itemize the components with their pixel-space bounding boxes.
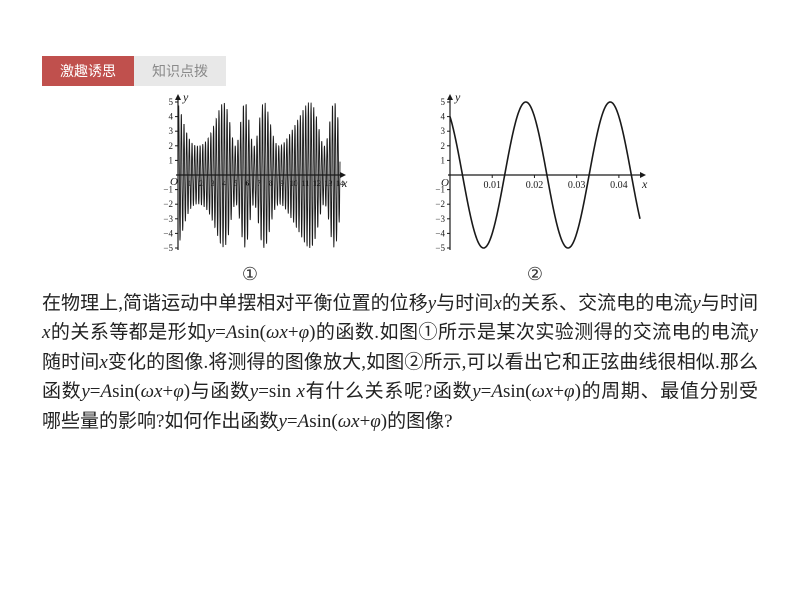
page-root: 激趣诱思 知识点拨 54321−1−2−3−4−5123456789101112…: [0, 0, 800, 466]
svg-text:−4: −4: [163, 228, 173, 238]
svg-text:2: 2: [169, 141, 174, 151]
svg-text:x: x: [341, 176, 348, 190]
svg-text:x: x: [641, 177, 648, 191]
svg-text:0.01: 0.01: [483, 180, 501, 191]
svg-text:−3: −3: [163, 214, 173, 224]
svg-text:y: y: [182, 92, 189, 104]
svg-text:−2: −2: [435, 199, 445, 209]
svg-text:1: 1: [441, 155, 446, 165]
svg-text:0.03: 0.03: [568, 180, 586, 191]
svg-text:3: 3: [169, 126, 174, 136]
svg-text:4: 4: [169, 112, 174, 122]
svg-text:−2: −2: [163, 199, 173, 209]
svg-text:−3: −3: [435, 214, 445, 224]
chart1-wrap: 54321−1−2−3−4−51234567891011121314Oyx ①: [150, 92, 350, 285]
svg-text:−5: −5: [435, 243, 445, 253]
svg-text:0.04: 0.04: [610, 180, 628, 191]
svg-text:3: 3: [441, 126, 446, 136]
svg-text:5: 5: [169, 97, 174, 107]
svg-text:y: y: [454, 92, 461, 104]
svg-text:6: 6: [245, 179, 249, 188]
chart2-svg: 54321−1−2−3−4−50.010.020.030.04Oyx: [420, 92, 650, 262]
chart2-label: ②: [527, 264, 543, 285]
svg-text:O: O: [441, 177, 449, 189]
svg-text:−5: −5: [163, 243, 173, 253]
svg-text:4: 4: [441, 112, 446, 122]
svg-text:4: 4: [222, 179, 226, 188]
tab-bar: 激趣诱思 知识点拨: [42, 56, 758, 86]
svg-text:−4: −4: [435, 228, 445, 238]
tab-inactive[interactable]: 知识点拨: [134, 56, 226, 86]
svg-text:1: 1: [169, 155, 174, 165]
tab-active[interactable]: 激趣诱思: [42, 56, 134, 86]
body-paragraph: 在物理上,简谐运动中单摆相对平衡位置的位移y与时间x的关系、交流电的电流y与时间…: [42, 289, 758, 436]
chart2-wrap: 54321−1−2−3−4−50.010.020.030.04Oyx ②: [420, 92, 650, 285]
svg-text:0.02: 0.02: [526, 180, 544, 191]
svg-text:O: O: [170, 176, 178, 188]
chart1-label: ①: [242, 264, 258, 285]
svg-text:2: 2: [441, 141, 446, 151]
svg-text:5: 5: [441, 97, 446, 107]
charts-row: 54321−1−2−3−4−51234567891011121314Oyx ① …: [42, 92, 758, 285]
svg-text:8: 8: [269, 179, 273, 188]
chart1-svg: 54321−1−2−3−4−51234567891011121314Oyx: [150, 92, 350, 262]
